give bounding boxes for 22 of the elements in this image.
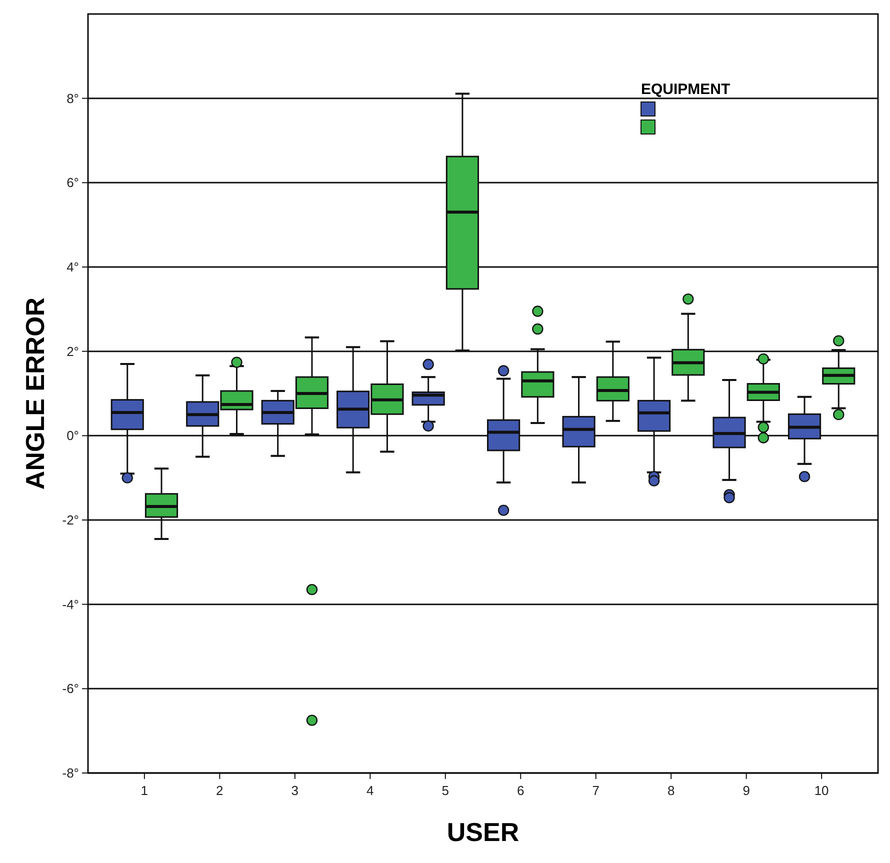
x-tick-label: 1 bbox=[140, 783, 148, 798]
x-tick-label: 9 bbox=[742, 783, 750, 798]
x-tick-label: 6 bbox=[517, 783, 524, 798]
x-tick-label: 3 bbox=[291, 783, 299, 798]
y-tick-label: -2° bbox=[62, 512, 79, 528]
y-tick-label: 2° bbox=[66, 344, 79, 359]
y-tick-label: -6° bbox=[62, 681, 79, 696]
x-tick-label: 8 bbox=[667, 783, 675, 798]
x-tick-label: 2 bbox=[216, 783, 224, 798]
y-tick-label: 8° bbox=[66, 90, 79, 106]
x-tick-label: 5 bbox=[442, 783, 449, 798]
y-tick-label: -8° bbox=[62, 766, 79, 781]
x-tick-label: 4 bbox=[366, 783, 374, 798]
x-tick-label: 10 bbox=[814, 783, 829, 798]
legend-title: EQUIPMENT bbox=[641, 81, 730, 98]
x-tick-label: 7 bbox=[592, 783, 600, 798]
x-axis-title: USER bbox=[446, 817, 520, 847]
y-axis-title: ANGLE ERROR bbox=[20, 297, 50, 490]
y-tick-label: 6° bbox=[66, 175, 79, 190]
y-tick-label: 4° bbox=[66, 260, 79, 275]
y-tick-label: -4° bbox=[62, 596, 79, 612]
y-tick-label: 0° bbox=[66, 428, 79, 444]
